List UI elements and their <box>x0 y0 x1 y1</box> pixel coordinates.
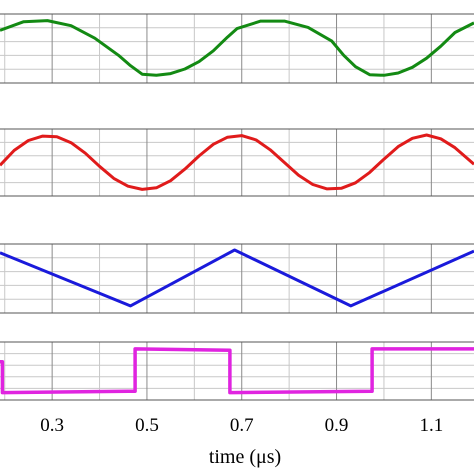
panel-2 <box>0 128 474 197</box>
panels-layer <box>0 13 474 401</box>
x-tick-labels: 0.3 0.5 0.7 0.9 1.1 <box>40 415 443 436</box>
x-tick-label: 0.3 <box>40 415 64 436</box>
panel-4 <box>0 341 474 401</box>
panel-1 <box>0 13 474 84</box>
x-tick-label: 1.1 <box>419 415 443 436</box>
series-line-panel-4 <box>0 347 474 395</box>
series-line-panel-2 <box>0 133 474 191</box>
panel-3 <box>0 243 474 314</box>
series-line-panel-1 <box>0 19 474 77</box>
series-line-panel-3 <box>0 248 474 308</box>
x-axis-title: time (μs) <box>209 446 281 468</box>
x-tick-label: 0.7 <box>230 415 254 436</box>
x-tick-label: 0.5 <box>135 415 159 436</box>
x-tick-label: 0.9 <box>325 415 349 436</box>
